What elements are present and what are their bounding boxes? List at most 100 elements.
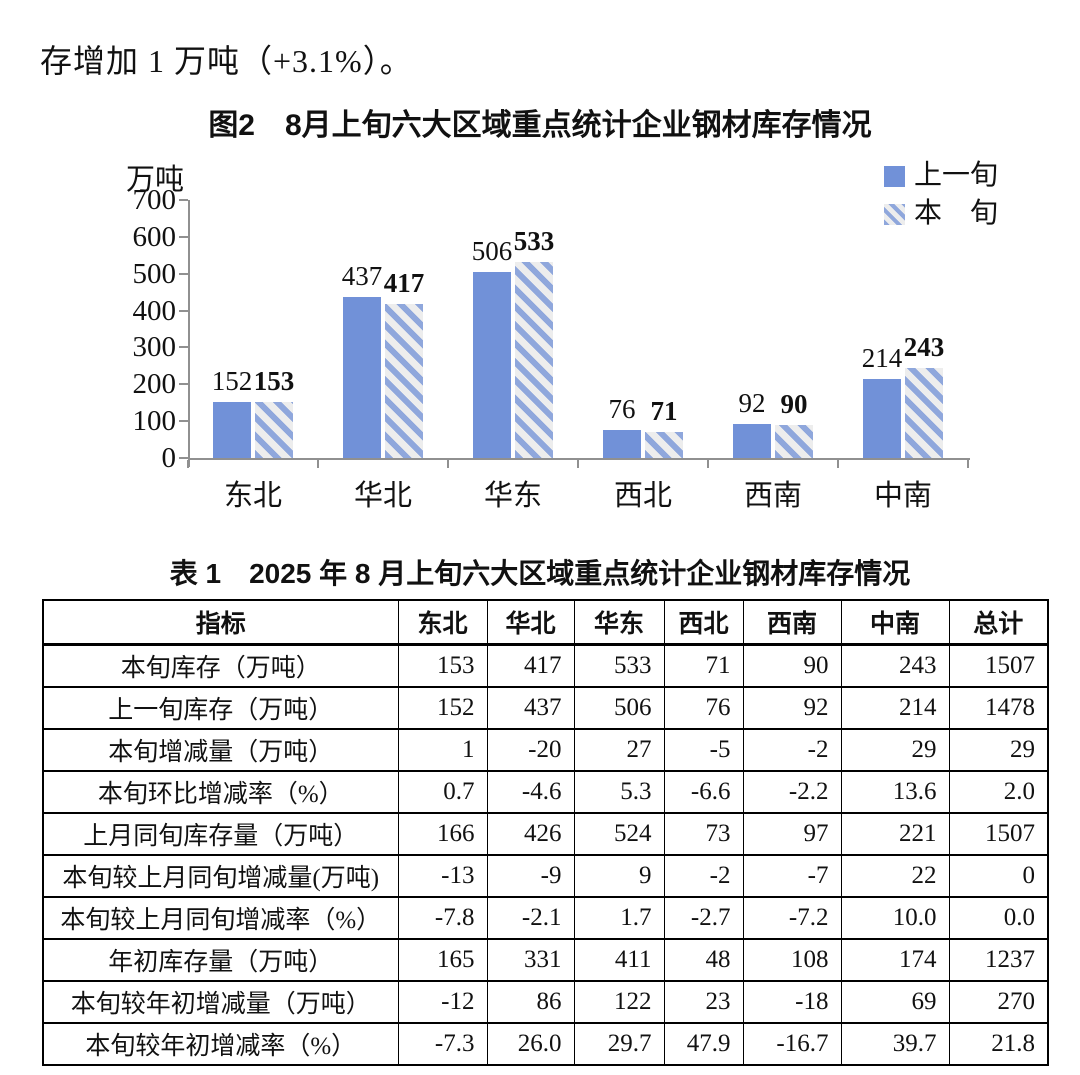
table-row: 上一旬库存（万吨） 152 437 506 76 92 214 1478: [42, 686, 1049, 730]
value-cell: 69: [840, 980, 950, 1024]
table-header-cell: 华东: [573, 600, 665, 646]
value-cell: -2: [663, 854, 744, 898]
bar-solid-东北: [213, 402, 251, 458]
y-axis-tick-mark: [179, 457, 188, 459]
table-row: 本旬库存（万吨） 153 417 533 71 90 243 1507: [42, 643, 1049, 688]
value-cell: 86: [486, 980, 575, 1024]
value-cell: 174: [840, 938, 950, 982]
y-axis-tick-label: 700: [132, 184, 177, 216]
bar-value-label: 214: [861, 343, 903, 373]
x-axis-tick-mark: [187, 460, 189, 468]
indicator-label-cell: 本旬较上月同旬增减率（%）: [42, 896, 399, 940]
value-cell: -12: [397, 980, 488, 1024]
inventory-bar-chart: 万吨 0 100 200 300 400 500 600 700 152 153 东北 437 417 华…: [126, 162, 999, 513]
x-axis-tick-mark: [967, 460, 969, 468]
table-row: 本旬较上月同旬增减量(万吨) -13 -9 9 -2 -7 22 0: [42, 854, 1049, 898]
x-axis-category-label: 中南: [873, 480, 932, 512]
value-cell: -6.6: [663, 770, 744, 814]
value-cell: 1.7: [573, 896, 665, 940]
value-cell: 29.7: [573, 1022, 665, 1066]
bar-hatched-华北: [385, 304, 423, 458]
value-cell: 5.3: [573, 770, 665, 814]
value-cell: 0.0: [948, 896, 1049, 940]
inventory-table: 指标 东北 华北 华东 西北 西南 中南 总计 本旬库存（万吨） 153 417 533 71 90 24…: [42, 599, 1049, 1066]
bar-value-label: 76: [608, 394, 636, 424]
value-cell: -2: [742, 728, 842, 772]
chart-title: 图2 8月上旬六大区域重点统计企业钢材库存情况: [208, 109, 872, 142]
legend-item-current: 本 旬: [884, 198, 999, 229]
value-cell: 48: [663, 938, 744, 982]
value-cell: 97: [742, 812, 842, 856]
x-axis-tick-mark: [837, 460, 839, 468]
bar-hatched-东北: [255, 402, 293, 458]
bar-solid-中南: [863, 379, 901, 458]
indicator-label-cell: 年初库存量（万吨）: [42, 938, 399, 982]
bar-value-label: 92: [738, 388, 766, 418]
value-cell: -2.7: [663, 896, 744, 940]
lead-paragraph: 存增加 1 万吨（+3.1%）。: [40, 43, 413, 79]
value-cell: 243: [840, 643, 950, 688]
indicator-label-cell: 上一旬库存（万吨）: [42, 686, 399, 730]
y-axis-tick-label: 300: [132, 331, 177, 364]
value-cell: -9: [486, 854, 575, 898]
y-axis-tick-mark: [179, 272, 188, 275]
value-cell: 9: [573, 854, 665, 898]
value-cell: 1: [397, 728, 488, 772]
chart-legend: 上一旬 本 旬: [884, 162, 999, 239]
indicator-label-cell: 本旬增减量（万吨）: [42, 728, 399, 772]
value-cell: -13: [397, 854, 488, 898]
y-axis-tick-label: 100: [132, 405, 177, 438]
value-cell: 524: [573, 812, 665, 856]
value-cell: 165: [397, 938, 488, 982]
table-header-row: 指标 东北 华北 华东 西北 西南 中南 总计: [42, 600, 1049, 646]
table-header-cell: 总计: [948, 600, 1049, 646]
value-cell: -4.6: [486, 770, 575, 814]
value-cell: -2.1: [486, 896, 575, 940]
value-cell: 506: [573, 686, 665, 730]
table-row: 上月同旬库存量（万吨） 166 426 524 73 97 221 1507: [42, 812, 1049, 856]
bar-value-label: 417: [383, 268, 425, 298]
bar-hatched-西南: [775, 425, 813, 458]
value-cell: 27: [573, 728, 665, 772]
value-cell: -18: [742, 980, 842, 1024]
indicator-label-cell: 本旬较年初增减率（%）: [42, 1022, 399, 1066]
table-header-cell: 华北: [486, 600, 575, 646]
bar-value-label: 243: [903, 332, 945, 362]
y-axis-unit-label: 万吨: [126, 164, 185, 196]
table-row: 本旬环比增减率（%） 0.7 -4.6 5.3 -6.6 -2.2 13.6 2.0: [42, 770, 1049, 814]
value-cell: 76: [663, 686, 744, 730]
value-cell: 1478: [948, 686, 1049, 730]
table-header-cell: 西北: [663, 600, 744, 646]
value-cell: 533: [573, 643, 665, 688]
value-cell: 73: [663, 812, 744, 856]
value-cell: 92: [742, 686, 842, 730]
value-cell: 108: [742, 938, 842, 982]
value-cell: 22: [840, 854, 950, 898]
y-axis-tick-mark: [179, 235, 188, 238]
x-axis-category-label: 东北: [223, 480, 282, 512]
bar-value-label: 153: [253, 366, 295, 396]
legend-item-previous: 上一旬: [884, 162, 998, 190]
x-axis: [188, 458, 970, 460]
bar-value-label: 90: [780, 389, 808, 419]
y-axis: [188, 200, 190, 467]
value-cell: 0.7: [397, 770, 488, 814]
table-row: 本旬较上月同旬增减率（%） -7.8 -2.1 1.7 -2.7 -7.2 10.0 0.0: [42, 896, 1049, 940]
value-cell: 122: [573, 980, 665, 1024]
bar-value-label: 506: [471, 236, 513, 266]
y-axis-tick-label: 400: [132, 294, 177, 327]
value-cell: 1507: [948, 643, 1049, 688]
legend-label: 本 旬: [914, 198, 999, 229]
value-cell: -5: [663, 728, 744, 772]
x-axis-tick-mark: [447, 460, 449, 468]
indicator-label-cell: 本旬环比增减率（%）: [42, 770, 399, 814]
bar-value-label: 71: [650, 396, 678, 426]
value-cell: 2.0: [948, 770, 1049, 814]
table-title: 表 1 2025 年 8 月上旬六大区域重点统计企业钢材库存情况: [169, 558, 911, 589]
value-cell: 1507: [948, 812, 1049, 856]
indicator-label-cell: 本旬较年初增减量（万吨）: [42, 980, 399, 1024]
value-cell: 214: [840, 686, 950, 730]
value-cell: 411: [573, 938, 665, 982]
x-axis-tick-mark: [577, 460, 579, 468]
